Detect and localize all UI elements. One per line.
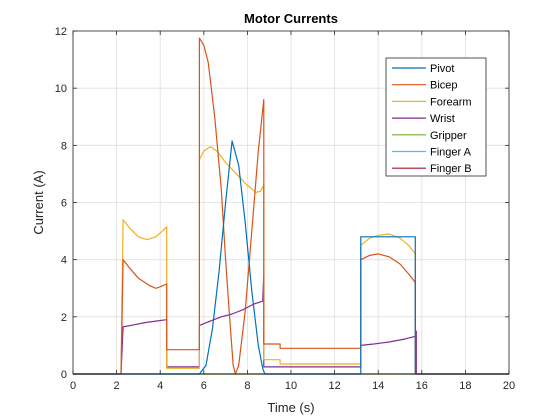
legend: Pivot Bicep Forearm Wrist Gripper Finger A Fin… bbox=[385, 57, 487, 177]
legend-label-pivot: Pivot bbox=[430, 63, 454, 75]
y-tick-label: 6 bbox=[61, 198, 67, 210]
legend-box bbox=[385, 57, 487, 177]
y-tick-label: 0 bbox=[61, 369, 67, 381]
chart-title: Motor Currents bbox=[244, 11, 338, 26]
x-tick-label: 14 bbox=[372, 380, 384, 392]
x-tick-label: 10 bbox=[285, 380, 297, 392]
legend-label-finger-b: Finger B bbox=[430, 163, 472, 175]
y-tick-label: 12 bbox=[55, 26, 67, 38]
x-tick-label: 8 bbox=[244, 380, 250, 392]
y-tick-label: 2 bbox=[61, 312, 67, 324]
legend-label-forearm: Forearm bbox=[430, 96, 472, 108]
legend-label-wrist: Wrist bbox=[430, 113, 455, 125]
legend-label-finger-a: Finger A bbox=[430, 147, 472, 159]
legend-label-gripper: Gripper bbox=[430, 130, 467, 142]
x-tick-label: 18 bbox=[459, 380, 471, 392]
x-tick-label: 2 bbox=[114, 380, 120, 392]
x-tick-label: 16 bbox=[416, 380, 428, 392]
series-line-pivot bbox=[73, 140, 509, 375]
series-line-forearm bbox=[73, 146, 509, 375]
x-tick-label: 12 bbox=[328, 380, 340, 392]
x-tick-label: 0 bbox=[70, 380, 76, 392]
y-tick-label: 4 bbox=[61, 255, 67, 267]
y-axis-label: Current (A) bbox=[31, 170, 46, 234]
axis-ticks: 0 2 4 6 8 10 12 14 16 18 20 0 2 4 6 8 10 12 bbox=[55, 26, 515, 392]
y-tick-label: 8 bbox=[61, 140, 67, 152]
series-line-wrist bbox=[73, 273, 509, 375]
y-tick-label: 10 bbox=[55, 83, 67, 95]
x-tick-label: 20 bbox=[503, 380, 515, 392]
x-axis-label: Time (s) bbox=[267, 400, 314, 415]
x-tick-label: 6 bbox=[201, 380, 207, 392]
legend-label-bicep: Bicep bbox=[430, 80, 458, 92]
series-line-bicep bbox=[73, 37, 509, 375]
x-tick-label: 4 bbox=[157, 380, 163, 392]
